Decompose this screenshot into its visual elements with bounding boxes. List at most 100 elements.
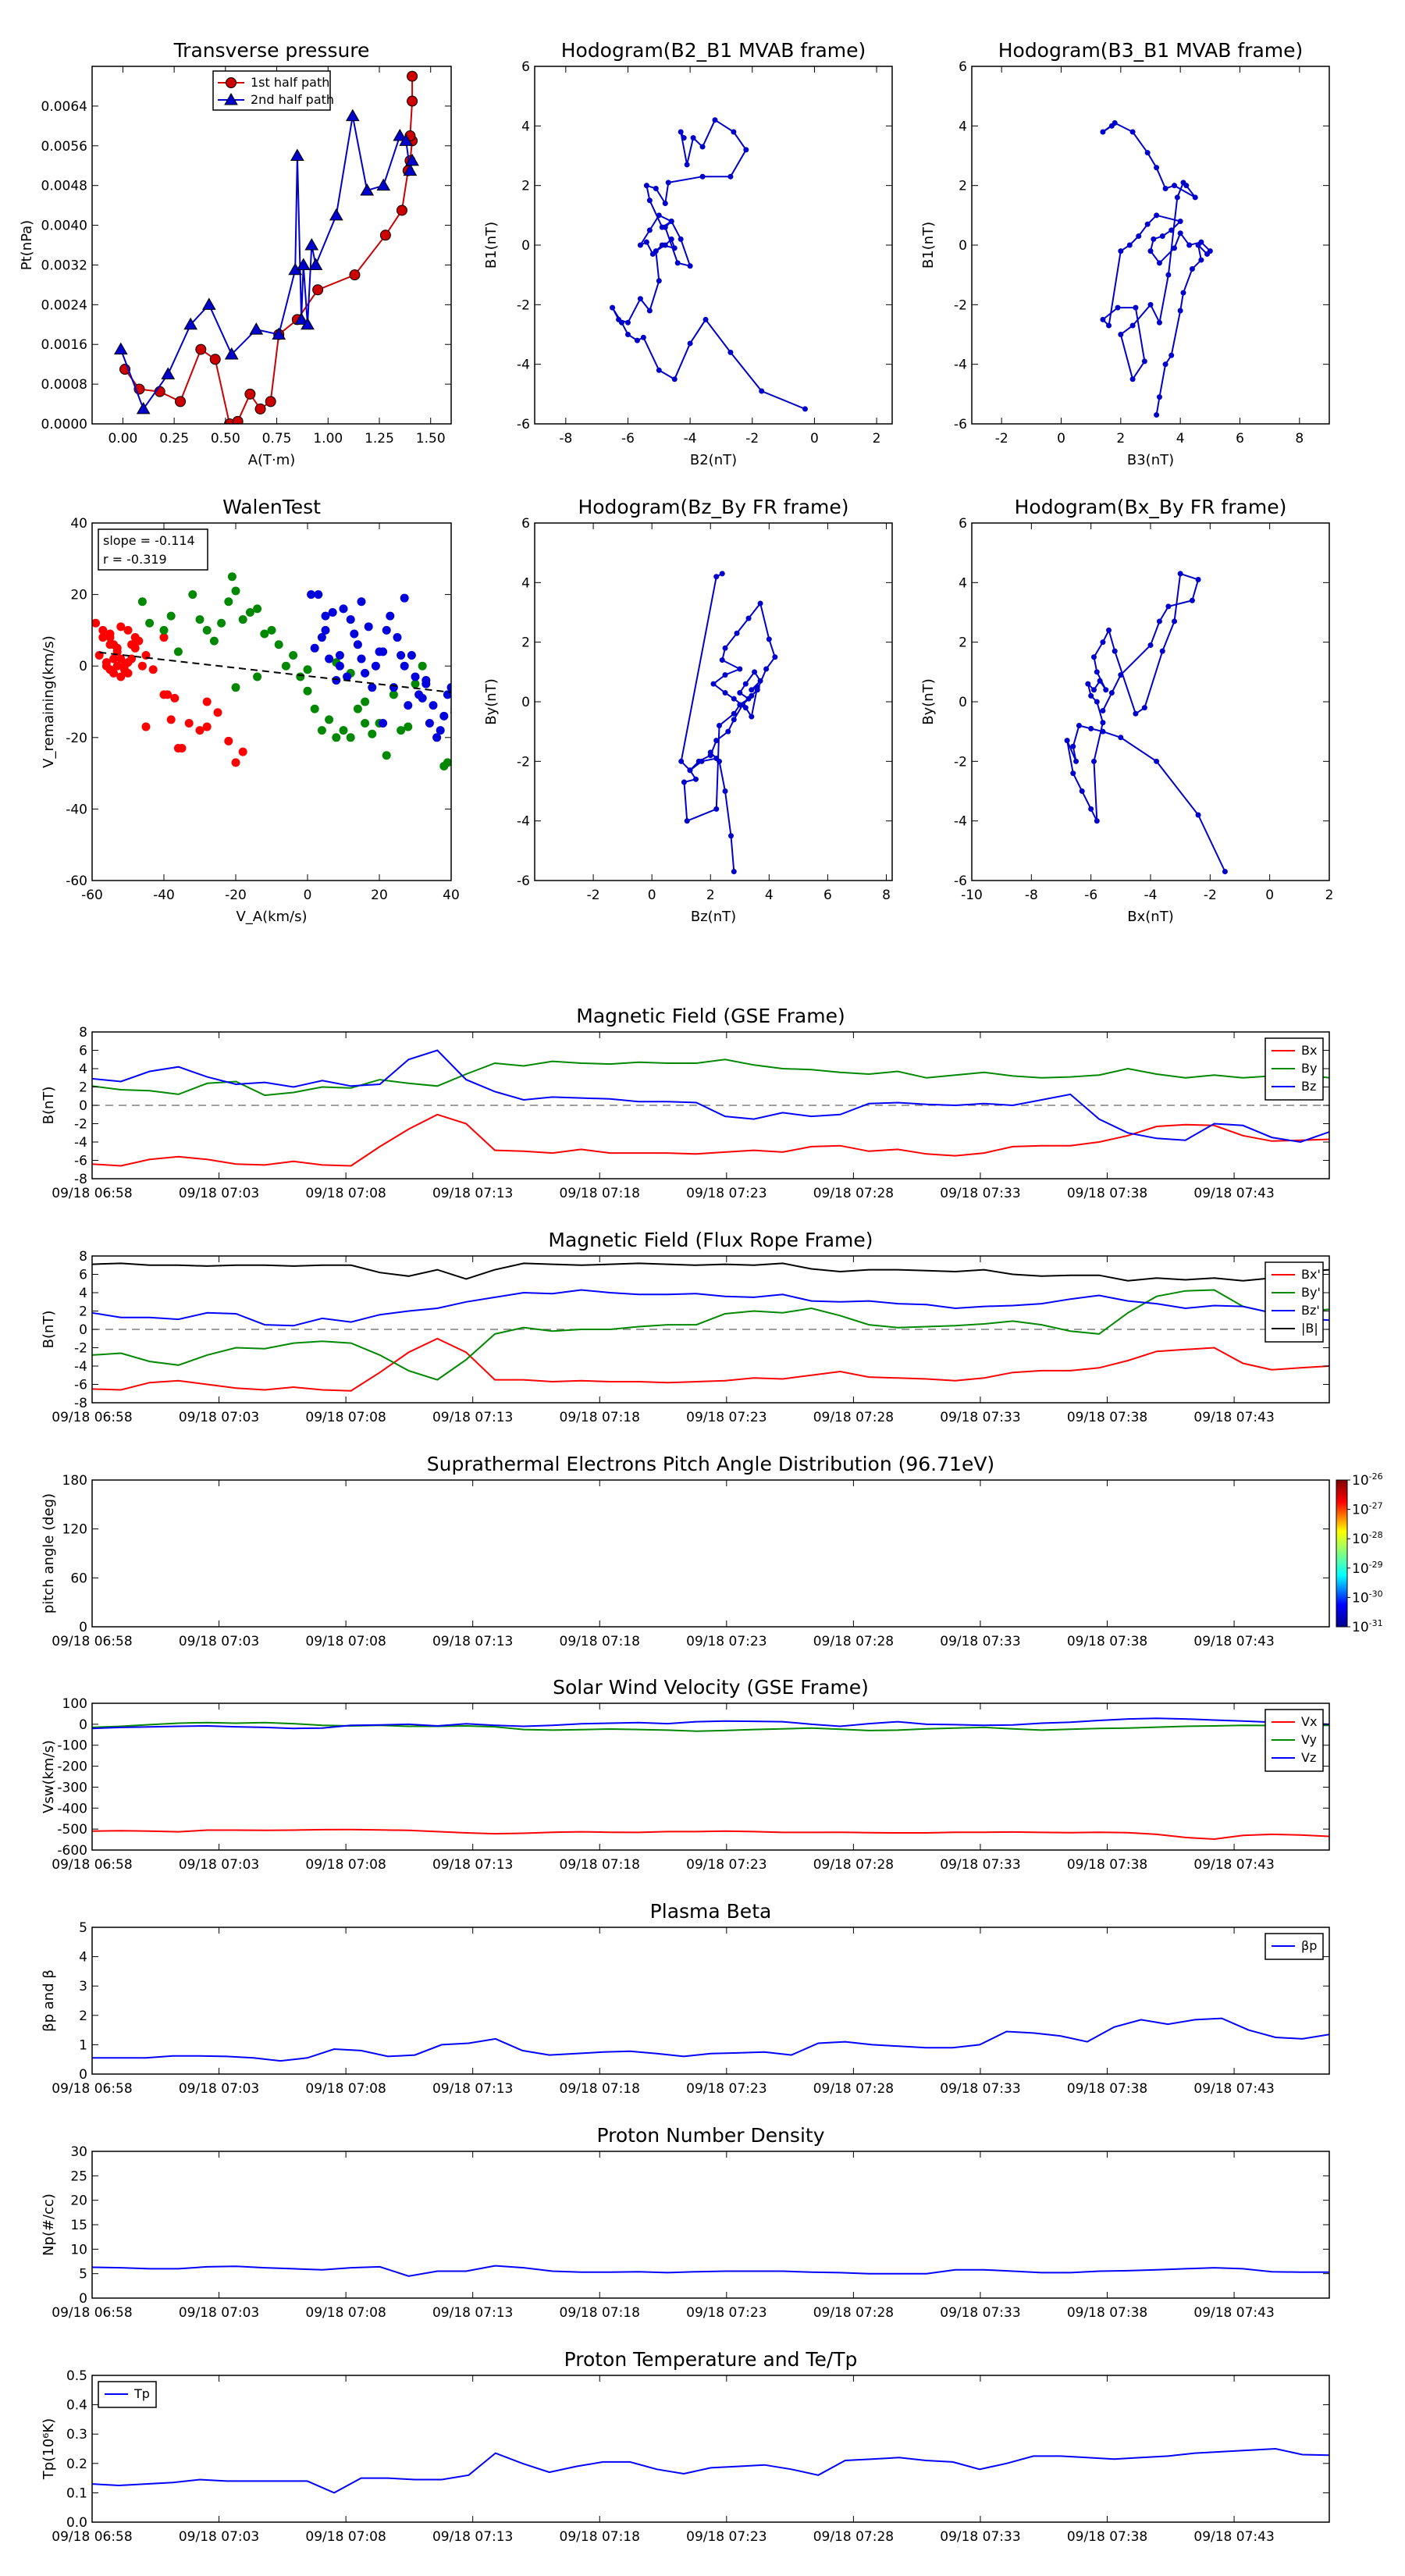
legend-label: 1st half path: [251, 75, 329, 90]
data-point: [662, 201, 668, 207]
data-point: [294, 312, 308, 325]
x-tick-label: 0.75: [262, 431, 292, 447]
colorbar-label: 10-28: [1352, 1530, 1383, 1547]
time-tick-label: 09/18 07:28: [813, 1410, 894, 1425]
y-tick-label: -4: [954, 814, 967, 830]
time-tick-label: 09/18 07:28: [813, 1857, 894, 1873]
data-point: [249, 322, 264, 335]
time-tick-label: 09/18 07:33: [940, 2305, 1020, 2321]
x-tick-label: 6: [1236, 431, 1244, 447]
data-point: [1103, 687, 1109, 693]
panel-frame: [91, 1703, 1330, 1851]
data-point: [364, 622, 373, 632]
data-point: [742, 681, 749, 687]
data-point: [105, 640, 115, 649]
data-point: [308, 258, 323, 270]
x-tick-label: 6: [823, 888, 832, 903]
data-point: [310, 643, 319, 653]
colorbar-label: 10-29: [1352, 1560, 1383, 1577]
plot-title: Hodogram(B2_B1 MVAB frame): [561, 39, 866, 62]
data-point: [361, 697, 370, 706]
time-tick-label: 09/18 07:23: [686, 1634, 767, 1649]
time-tick-label: 09/18 07:38: [1067, 2529, 1147, 2545]
data-point: [681, 135, 687, 141]
time-tick-label: 09/18 07:28: [813, 1186, 894, 1201]
data-point: [389, 690, 398, 699]
data-point: [307, 590, 316, 600]
data-point: [1088, 692, 1094, 699]
y-tick-label: 0.4: [66, 2398, 87, 2414]
data-point: [749, 692, 755, 699]
legend: Bx By Bz: [1264, 1037, 1324, 1101]
data-point: [272, 327, 286, 340]
data-point: [1088, 725, 1094, 731]
time-tick-label: 09/18 07:18: [560, 2305, 640, 2321]
series-1: [137, 572, 451, 770]
x-tick-label: 40: [443, 888, 460, 903]
data-point: [1177, 571, 1183, 577]
y-tick-label: 2: [959, 635, 967, 651]
data-point: [301, 317, 315, 330]
data-point: [368, 683, 377, 692]
data-point: [321, 611, 330, 621]
time-tick-label: 09/18 07:23: [686, 1857, 767, 1873]
series-0: [610, 117, 808, 412]
data-point: [674, 260, 681, 266]
data-point: [386, 611, 395, 621]
data-point: [752, 669, 758, 675]
data-point: [231, 586, 240, 596]
x-tick-label: -2: [587, 888, 600, 903]
data-point: [713, 756, 720, 762]
plot-area: [92, 1049, 1329, 1167]
data-point: [163, 690, 173, 699]
data-point: [321, 625, 330, 635]
data-point: [339, 726, 348, 735]
data-point: [707, 753, 713, 759]
data-point: [407, 650, 416, 660]
y-tick-label: 4: [79, 1062, 87, 1077]
data-point: [731, 869, 737, 875]
data-point: [371, 661, 380, 671]
time-tick-label: 09/18 07:33: [940, 1410, 1020, 1425]
y-axis-label: Np(#/cc): [41, 2194, 57, 2256]
time-tick-label: 09/18 07:28: [813, 2081, 894, 2097]
x-tick-label: 0.50: [211, 431, 240, 447]
data-point: [400, 661, 409, 671]
data-point: [439, 711, 449, 720]
data-point: [702, 316, 709, 322]
x-tick-label: 1.25: [365, 431, 394, 447]
data-point: [137, 661, 147, 671]
time-tick-label: 09/18 07:18: [560, 2081, 640, 2097]
data-point: [1198, 257, 1204, 263]
data-point: [217, 618, 226, 628]
data-point: [713, 738, 720, 744]
y-tick-label: 2: [79, 1080, 87, 1096]
y-tick-label: -4: [517, 814, 530, 830]
data-point: [692, 776, 699, 782]
data-point: [379, 718, 388, 728]
series-line-0: [92, 2447, 1329, 2494]
data-point: [1129, 322, 1136, 329]
data-point: [759, 388, 765, 394]
data-point: [634, 337, 640, 343]
y-tick-label: 4: [521, 119, 530, 134]
y-tick-label: 2: [959, 179, 967, 194]
data-point: [407, 95, 418, 107]
data-point: [357, 654, 366, 664]
data-point: [161, 367, 176, 379]
x-tick-label: 0.00: [108, 431, 137, 447]
time-tick-label: 09/18 06:58: [52, 1410, 132, 1425]
y-axis-label: Vsw(km/s): [41, 1740, 57, 1813]
y-tick-label: 0: [959, 695, 967, 710]
data-point: [1165, 603, 1172, 610]
x-tick-label: -2: [995, 431, 1008, 447]
plot-area: [92, 2017, 1329, 2062]
time-tick-label: 09/18 07:43: [1193, 1410, 1274, 1425]
data-point: [397, 726, 406, 735]
legend-label: Vz: [1301, 1750, 1316, 1765]
legend: 1st half path 2nd half path: [212, 70, 334, 111]
y-tick-label: -4: [517, 358, 530, 373]
data-point: [1076, 723, 1082, 729]
data-point: [253, 672, 262, 681]
data-point: [712, 117, 718, 123]
